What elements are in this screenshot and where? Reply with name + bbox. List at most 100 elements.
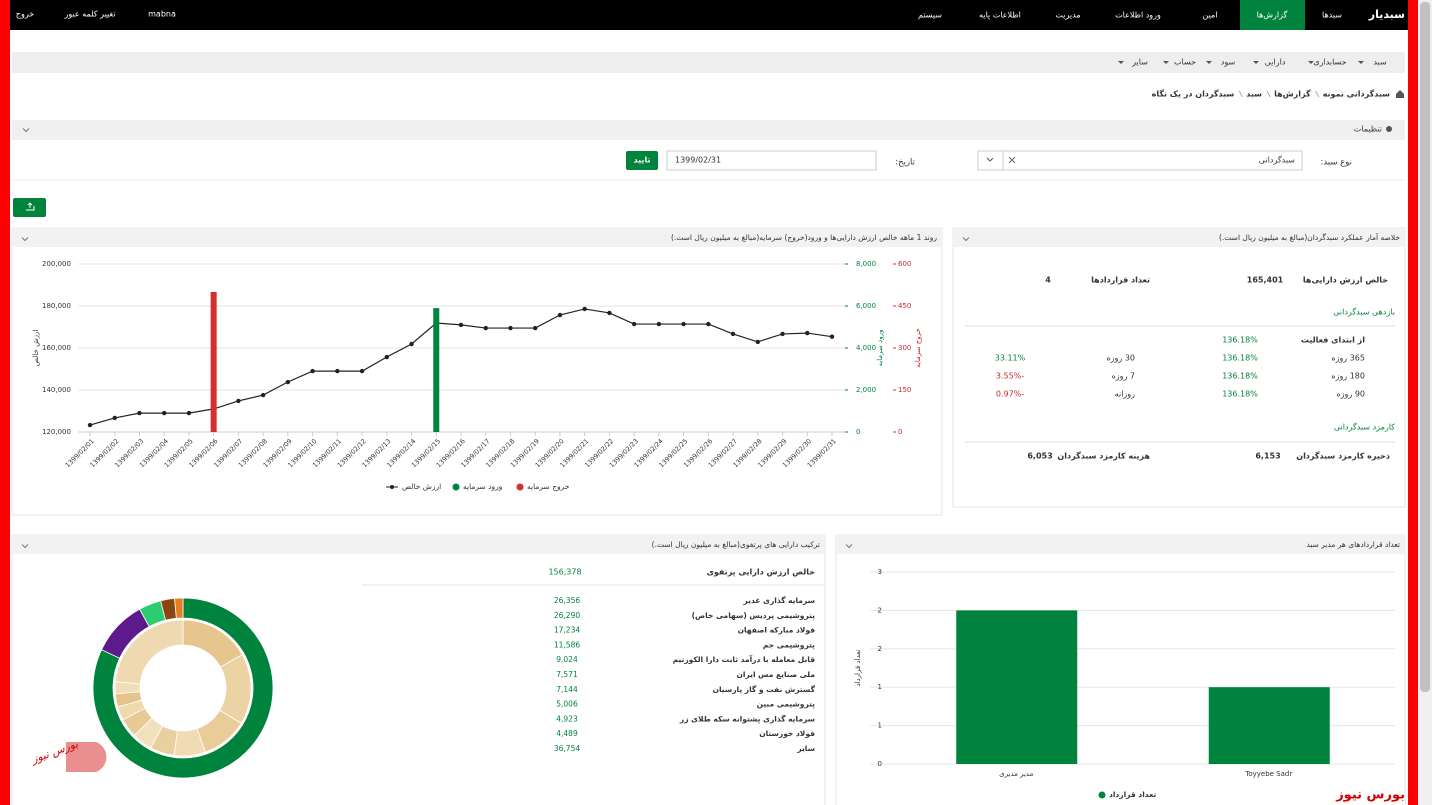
nav-item[interactable]: امین [1202,11,1217,20]
logo-shape [66,742,107,772]
return-value: -3.55% [996,372,1024,381]
breadcrumb-item: سبدگردان در یک نگاه [1152,89,1235,99]
point [805,330,810,336]
menu-item[interactable]: حساب [1174,58,1196,67]
nav-active-bg [1240,0,1305,30]
point [137,410,142,416]
point [335,368,340,374]
asset-value: 26,290 [554,611,580,620]
menu-item[interactable]: دارایی [1265,58,1286,67]
x-tick-label: مدیر مدیری [999,770,1033,778]
point [260,392,266,398]
summary-label: خالص ارزش دارایی‌ها [1303,276,1388,286]
portfolio-type-label: نوع سبد: [1320,158,1352,168]
panel [952,227,1406,508]
return-label: از ابتدای فعالیت [1301,336,1365,345]
point [755,339,760,345]
breadcrumb-item[interactable]: سبدگردانی نمونه [1323,89,1390,99]
legend-marker [1098,791,1106,799]
nav-item[interactable]: سبدها [1322,11,1342,20]
point [87,422,93,428]
return-label: 180 روزه [1331,372,1365,381]
y3-tick-label: 300 [898,344,911,352]
point [706,321,711,327]
point [186,410,192,416]
return-value: 136.18% [1222,336,1258,345]
nav-item[interactable]: ورود اطلاعات [1115,11,1161,20]
frame-strip [0,0,10,805]
collapse-icon [21,544,29,549]
y3-axis-title: خروج سرمایه [914,328,922,368]
panel-title: تعداد قراردادهای هر مدیر سبد [1306,540,1400,549]
point [780,331,785,337]
nav-user[interactable]: mabna [148,10,176,19]
total-label: خالص ارزش دارایی پرتفوی [707,568,816,578]
collapse-icon [21,237,29,242]
nav-item[interactable]: اطلاعات پایه [979,11,1021,20]
menu-item[interactable]: سبد [1373,58,1387,67]
panel-header [12,535,825,554]
asset-value: 36,754 [554,744,580,753]
section-title: کارمزد سبدگردانی [1334,422,1395,432]
nav-item[interactable]: سیستم [918,11,942,20]
menu-caret [1206,61,1212,64]
bar [433,308,440,432]
menu-item[interactable]: حسابداری [1313,58,1346,67]
nav-item[interactable]: گزارش‌ها [1257,10,1288,20]
legend-marker [452,483,460,491]
return-value: -0.97% [996,390,1024,399]
y-tick-label: 200,000 [42,260,71,268]
asset-name: فولاد مبارکه اصفهان [738,626,815,635]
date-label: تاریخ: [895,158,915,168]
y3-tick-label: 0 [898,428,902,436]
frame-strip [1408,0,1418,805]
portfolio-type-select[interactable] [977,150,1303,171]
home-icon [1396,90,1404,98]
breadcrumb-item[interactable]: سبد [1246,90,1262,99]
scrollbar-thumb[interactable] [1420,2,1430,692]
nav-logout[interactable]: خروج [16,10,34,19]
y-tick-label: 2 [878,606,882,614]
asset-value: 7,571 [556,670,578,679]
breadcrumb-separator [1238,90,1243,98]
return-value: 136.18% [1222,354,1258,363]
return-value: 136.18% [1222,390,1258,399]
menu-item[interactable]: سایر [1131,58,1148,67]
legend-label[interactable]: ورود سرمایه [463,482,503,491]
menu-caret [1118,61,1124,64]
nav-change-password[interactable]: تغییر کلمه عبور [64,10,116,19]
return-label: 7 روزه [1112,372,1135,381]
point [285,379,291,385]
point [112,415,117,421]
legend-label[interactable]: تعداد قرارداد [1109,790,1156,799]
fee-label: ذخیره کارمزد سبدگردان [1296,451,1390,461]
point [162,410,167,416]
asset-value: 5,006 [556,700,578,709]
date-input[interactable] [666,150,877,171]
y2-tick-label: 8,000 [856,260,876,268]
y2-tick-label: 2,000 [856,386,876,394]
asset-name: سرمایه گذاری غدیر [743,596,815,605]
fee-label: هزینه کارمزد سبدگردان [1057,451,1150,461]
menu-item[interactable]: سود [1221,58,1236,67]
breadcrumb-item[interactable]: گزارش‌ها [1274,89,1311,100]
panel-title: خلاصه آمار عملکرد سبدگردان(مبالغ به میلی… [1219,232,1400,242]
point [409,341,414,347]
nav-item[interactable]: مدیریت [1055,11,1080,20]
submit-button[interactable] [626,151,658,170]
legend-label[interactable]: ارزش خالص [402,482,441,491]
legend-label[interactable]: خروج سرمایه [527,482,570,491]
asset-value: 4,923 [556,714,578,723]
export-icon [26,202,35,211]
return-value: 136.18% [1222,372,1258,381]
point [656,321,662,327]
asset-name: پتروشیمی پردیس (سهامی خاص) [692,611,816,620]
point [384,354,389,360]
point [557,312,563,318]
point [681,321,686,327]
y2-tick-label: 0 [856,428,860,436]
asset-name: فولاد خوزستان [759,729,815,738]
nav-brand[interactable]: سبدیار [1368,8,1405,21]
